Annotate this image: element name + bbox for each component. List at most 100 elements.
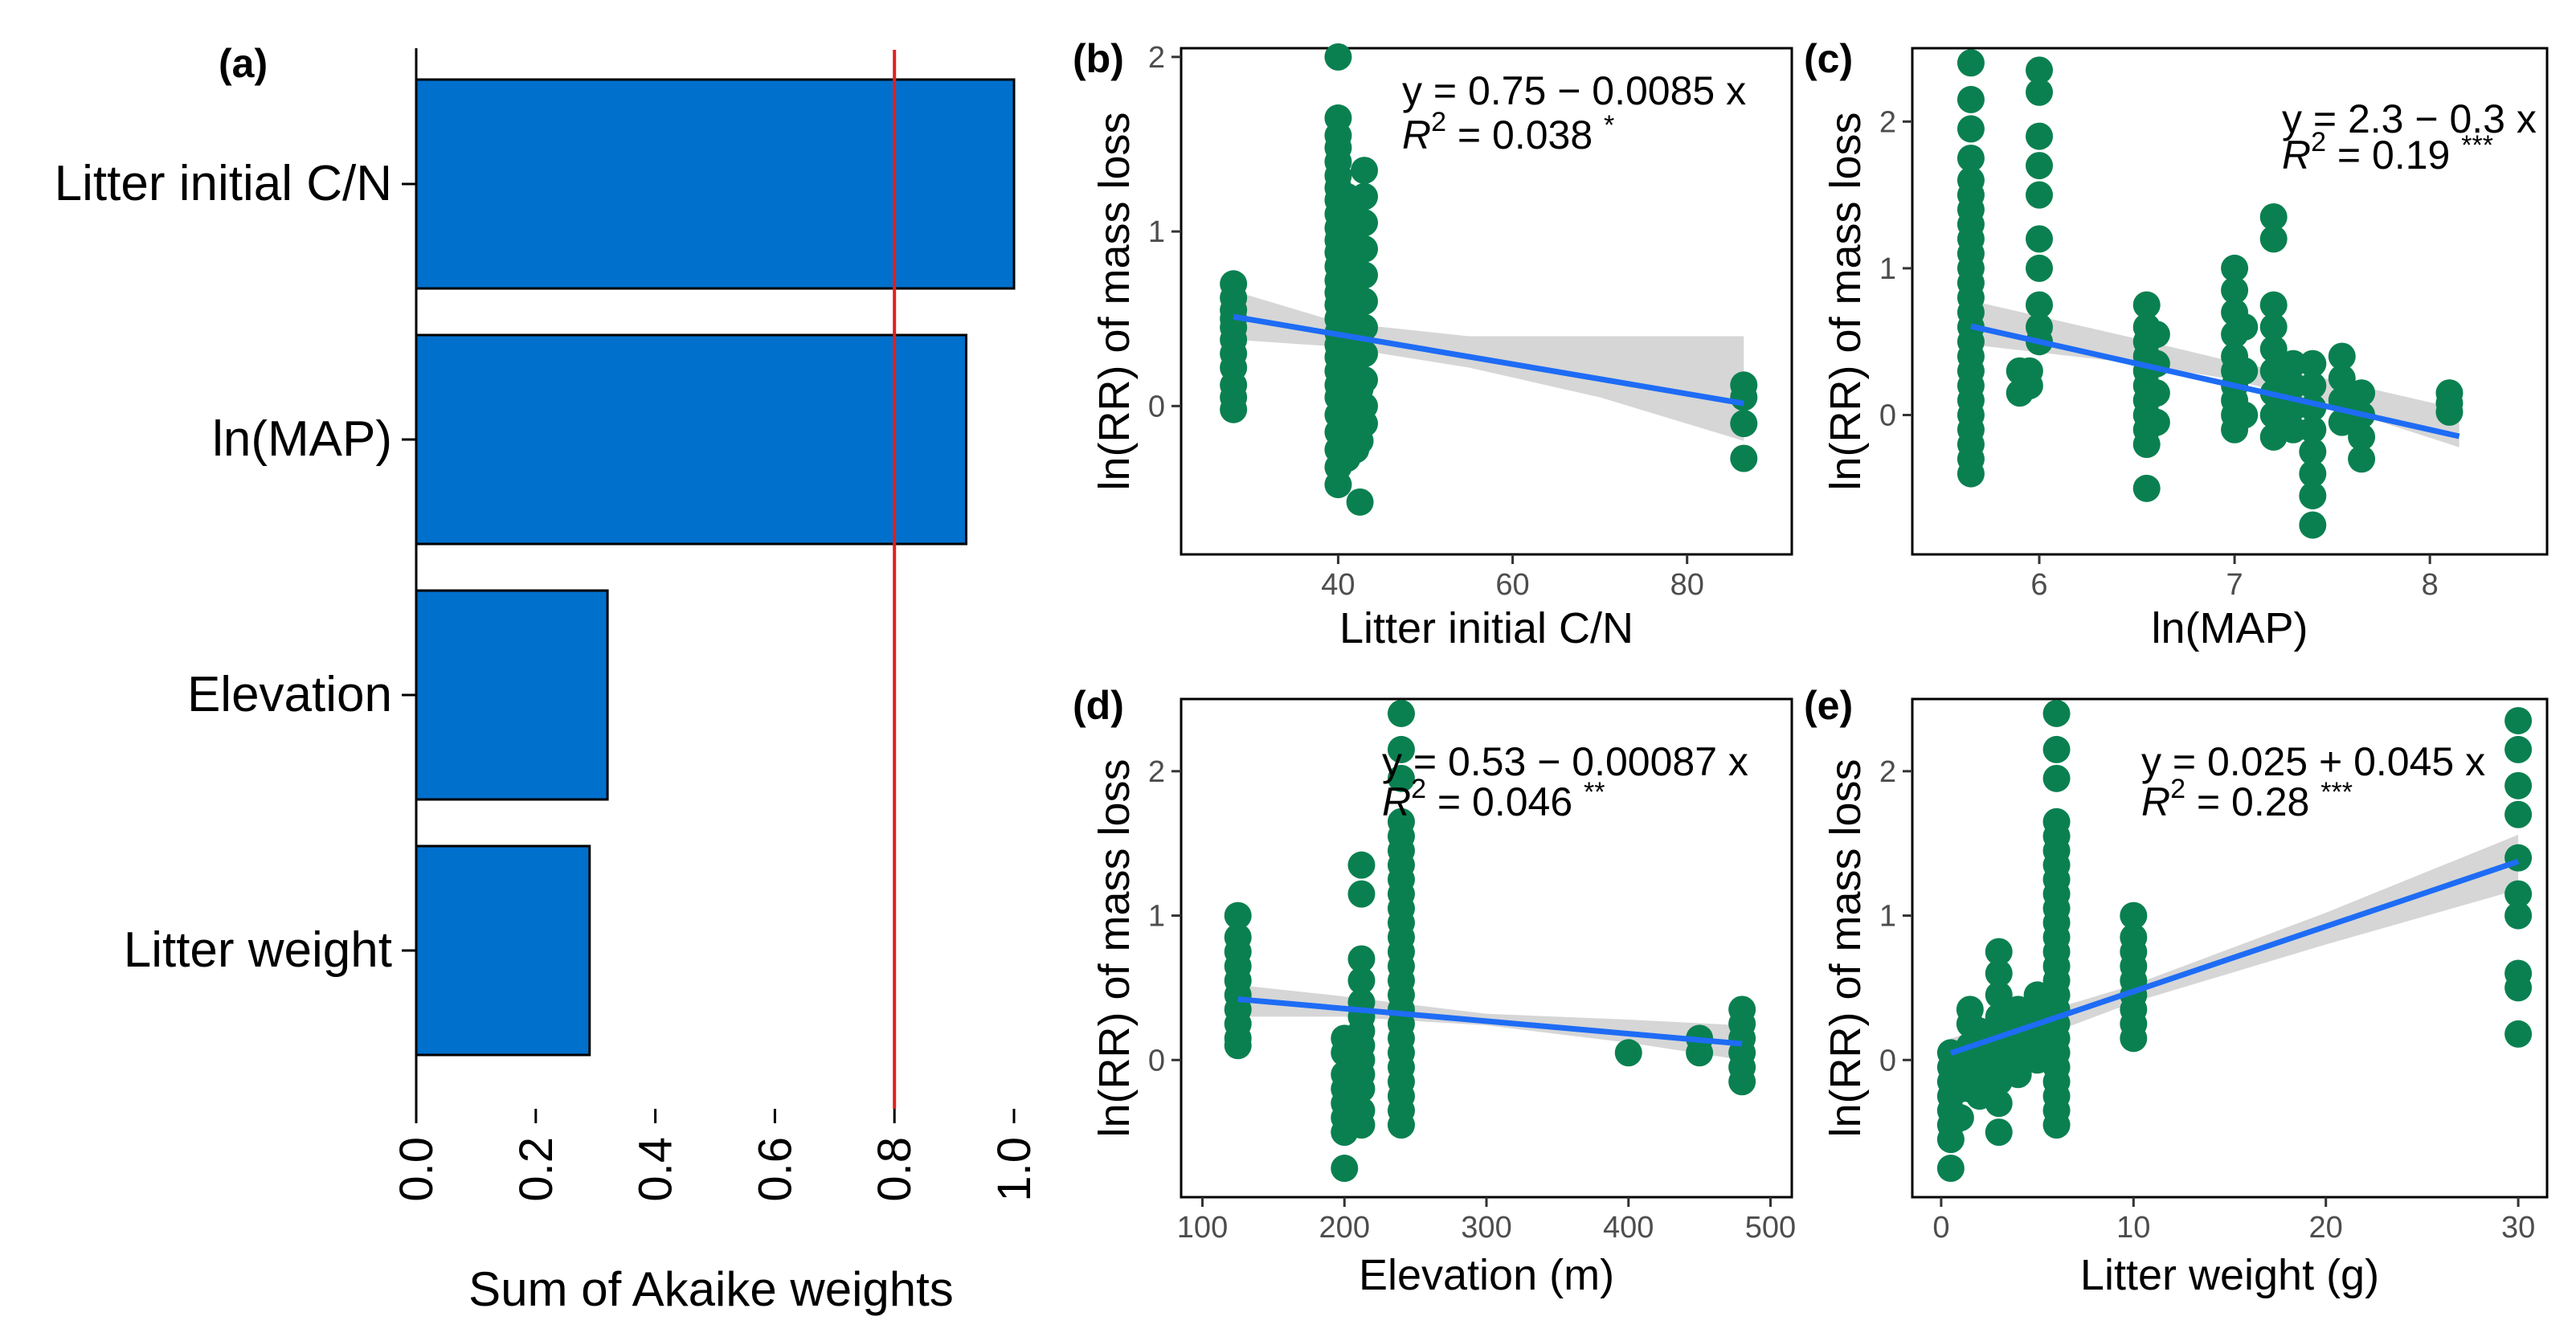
- panel-b-y-axis-label: ln(RR) of mass loss: [1090, 112, 1139, 490]
- x-tick-label-0: 40: [1321, 568, 1355, 602]
- point-62: [2120, 901, 2148, 930]
- panel-c-x-axis-label: ln(MAP): [2151, 604, 2308, 652]
- point-31: [2026, 181, 2053, 209]
- point-80: [2504, 1020, 2533, 1048]
- point-69: [2259, 291, 2288, 319]
- panel-e-plot-area: 0 10 20 30 0 1 2: [1879, 699, 2535, 1245]
- y-tick-label-1: 1: [1148, 215, 1165, 249]
- point-24: [1957, 460, 1985, 488]
- points: [1957, 49, 2464, 539]
- panel-b-plot-area: 40 60 80 0 1 2: [1148, 41, 1758, 602]
- y-tick-label-1: 1: [1148, 900, 1165, 934]
- regression-line: [1970, 323, 2460, 440]
- point-64: [2230, 313, 2259, 341]
- point-36: [1387, 764, 1415, 792]
- x-tick-label-0: 6: [2030, 568, 2047, 602]
- point-54: [2221, 254, 2249, 282]
- y-tick-label-0: 0: [1879, 399, 1896, 433]
- point-68: [1351, 261, 1378, 289]
- point-81: [2299, 372, 2327, 399]
- point-84: [2299, 438, 2327, 466]
- point-38: [1324, 471, 1352, 499]
- panel-e-significance: ***: [2320, 777, 2353, 807]
- point-49: [2132, 474, 2161, 502]
- point-65: [2230, 357, 2259, 385]
- panel-b-equation: y = 0.75 − 0.0085 x R2 = 0.038 *: [1402, 68, 1746, 157]
- x-tick-label-1: 10: [2116, 1211, 2150, 1245]
- point-33: [2026, 254, 2053, 282]
- panel-d-significance: **: [1584, 777, 1605, 807]
- bar-3: [415, 844, 591, 1057]
- panel-c-r2-symbol: R: [2282, 133, 2311, 178]
- point-59: [1614, 1039, 1642, 1067]
- point-68: [2259, 225, 2288, 253]
- point-11: [1324, 43, 1352, 71]
- panel-b-r2-value: = 0.038: [1446, 112, 1604, 157]
- point-34: [1387, 699, 1415, 727]
- x-tick-label-2: 20: [2309, 1211, 2343, 1245]
- panel-d-scatter: (d) 100 200 300 400 500 0 1 2 Elevation (m) ln(…: [1073, 683, 1796, 1299]
- point-70: [2259, 313, 2288, 341]
- panel-c-scatter: (c) 6 7 8 0 1 2 ln(MAP) ln(RR) of mass loss y…: [1804, 36, 2549, 652]
- panel-e-equation-text: y = 0.025 + 0.045 x: [2141, 739, 2485, 784]
- point-50: [2142, 321, 2170, 349]
- x-tick-label-2: 0.4: [630, 1137, 682, 1202]
- x-tick-label-0: 100: [1177, 1211, 1228, 1245]
- point-66: [1351, 209, 1378, 237]
- panel-b-r2-text: R2 = 0.038 *: [1402, 107, 1614, 157]
- panel-a-x-ticks: 0.0 0.2 0.4 0.6 0.8 1.0: [390, 1109, 1041, 1202]
- point-77: [1730, 410, 1758, 438]
- panel-a-category-labels: Litter initial C/N ln(MAP) Elevation Litter…: [55, 156, 416, 978]
- panel-b-equation-text: y = 0.75 − 0.0085 x: [1402, 68, 1746, 113]
- panel-a-bar-chart: (a) Litter initial C/Nln(MAP)ElevationLi…: [55, 41, 1041, 1316]
- point-22: [1985, 981, 2013, 1009]
- point-39: [2132, 291, 2161, 319]
- confidence-band: [1950, 834, 2519, 1068]
- point-98: [2435, 398, 2464, 426]
- category-label-2: Elevation: [187, 667, 392, 722]
- panel-d-equation: y = 0.53 − 0.00087 x R2 = 0.046 **: [1382, 739, 1748, 824]
- point-58: [1387, 1111, 1415, 1139]
- point-61: [1686, 1039, 1714, 1067]
- point-32: [2004, 1061, 2032, 1089]
- point-52: [2142, 379, 2170, 407]
- panel-e-r2-text: R2 = 0.28 ***: [2141, 774, 2353, 824]
- panel-c-frame: [1911, 47, 2549, 556]
- regression-line: [1949, 858, 2520, 1057]
- point-37: [2042, 699, 2071, 727]
- point-27: [1985, 1090, 2013, 1118]
- panel-d-r2-value: = 0.046: [1426, 779, 1584, 824]
- point-20: [1985, 938, 2013, 966]
- point-21: [1985, 959, 2013, 987]
- point-76: [2504, 880, 2533, 908]
- point-39: [2042, 764, 2071, 792]
- point-7: [1936, 1155, 1965, 1183]
- point-83: [2299, 415, 2327, 444]
- point-38: [2015, 372, 2043, 399]
- points: [1220, 43, 1758, 516]
- category-label-1: ln(MAP): [212, 411, 392, 467]
- x-tick-label-1: 7: [2226, 568, 2243, 602]
- x-tick-label-4: 500: [1745, 1211, 1796, 1245]
- panel-b-significance: *: [1604, 110, 1614, 141]
- panel-b-r2-symbol: R: [1402, 112, 1431, 157]
- point-64: [1351, 157, 1378, 185]
- panel-c-r2-text: R2 = 0.19 ***: [2282, 127, 2493, 178]
- point-31: [1347, 1075, 1376, 1103]
- regression-line: [1237, 996, 1743, 1047]
- x-tick-label-2: 300: [1461, 1211, 1511, 1245]
- x-tick-label-3: 30: [2501, 1211, 2535, 1245]
- point-34: [2026, 291, 2053, 319]
- point-73: [2504, 771, 2533, 799]
- point-79: [2280, 415, 2307, 444]
- panel-d-r2-text: R2 = 0.046 **: [1382, 774, 1605, 824]
- panel-c-r2-value: = 0.19: [2326, 133, 2461, 178]
- point-33: [2023, 981, 2051, 1009]
- panel-e-equation: y = 0.025 + 0.045 x R2 = 0.28 ***: [2141, 739, 2485, 824]
- y-tick-label-2: 2: [1879, 755, 1896, 789]
- x-tick-label-1: 200: [1319, 1211, 1370, 1245]
- point-71: [2504, 706, 2533, 734]
- y-tick-label-2: 2: [1879, 105, 1896, 139]
- bar-1: [415, 333, 967, 546]
